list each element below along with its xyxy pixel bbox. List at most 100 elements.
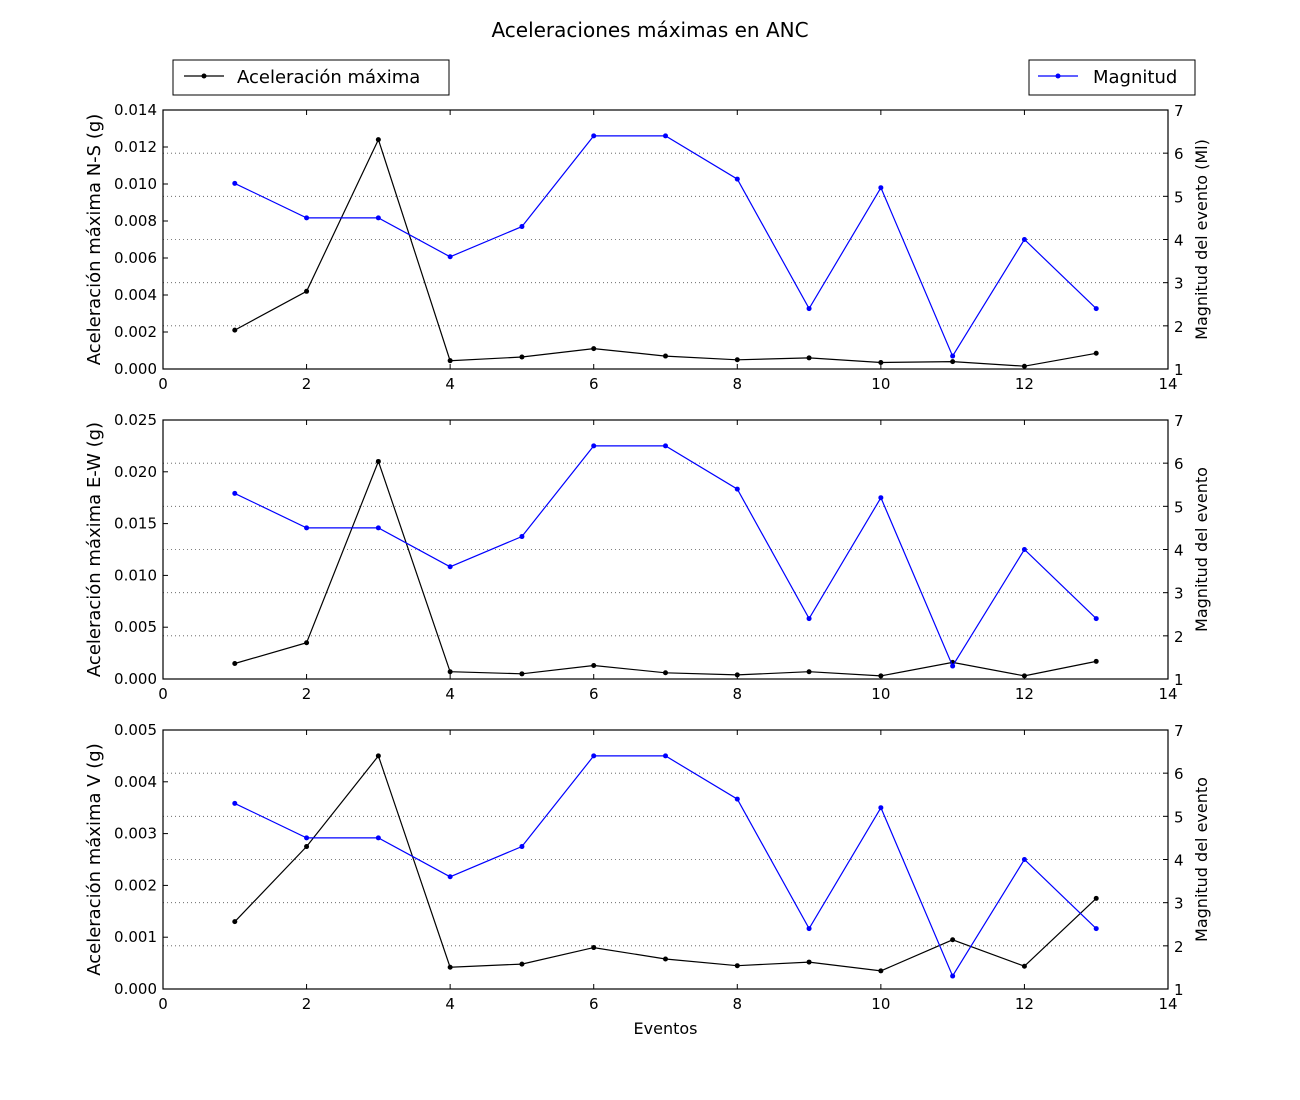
data-point-magnitude xyxy=(375,835,381,841)
x-tick-label: 4 xyxy=(445,375,455,393)
x-tick-label: 12 xyxy=(1015,375,1034,393)
y-tick-label-left: 0.005 xyxy=(114,618,157,636)
plot-frame xyxy=(162,109,1169,370)
x-tick-label: 6 xyxy=(589,685,599,703)
x-tick-label: 4 xyxy=(445,685,455,703)
data-point-accel xyxy=(591,945,597,951)
legend-magnitude: Magnitud xyxy=(1028,59,1196,96)
data-point-accel xyxy=(950,937,956,943)
legend-accel: Aceleración máxima xyxy=(172,59,450,96)
x-tick-label: 14 xyxy=(1158,685,1177,703)
data-point-accel xyxy=(734,672,740,678)
legend-accel-label: Aceleración máxima xyxy=(237,67,420,88)
data-point-accel xyxy=(1021,963,1027,969)
data-point-magnitude xyxy=(950,973,956,979)
y-tick-label-right: 5 xyxy=(1174,188,1184,206)
y-tick-label-right: 5 xyxy=(1174,808,1184,826)
data-point-magnitude xyxy=(663,133,668,139)
y-tick-label-left: 0.003 xyxy=(114,825,157,843)
y-tick-label-left: 0.004 xyxy=(114,286,157,304)
data-point-accel xyxy=(663,353,668,359)
data-point-accel xyxy=(663,956,668,962)
data-point-accel xyxy=(591,346,597,352)
y-tick-label-left: 0.025 xyxy=(114,411,157,429)
y-tick-label-right: 1 xyxy=(1174,981,1184,999)
y-tick-label-right: 7 xyxy=(1174,102,1184,120)
y-tick-label-left: 0.010 xyxy=(114,566,157,584)
x-tick-label: 12 xyxy=(1015,685,1034,703)
y-tick-label-left: 0.004 xyxy=(114,773,157,791)
y-tick-label-left: 0.008 xyxy=(114,212,157,230)
x-tick-label: 2 xyxy=(302,375,312,393)
plot-frame xyxy=(162,419,1169,680)
y-tick-label-right: 2 xyxy=(1174,318,1184,336)
data-point-magnitude xyxy=(447,564,453,570)
y-tick-label-right: 2 xyxy=(1174,938,1184,956)
data-point-magnitude xyxy=(663,443,668,449)
data-point-magnitude xyxy=(304,835,310,841)
data-point-accel xyxy=(950,359,956,365)
y-tick-label-left: 0.002 xyxy=(114,876,157,894)
x-tick-label: 6 xyxy=(589,375,599,393)
y-tick-label-right: 6 xyxy=(1174,145,1184,163)
data-point-magnitude xyxy=(806,926,812,932)
x-tick-label: 8 xyxy=(733,685,743,703)
y-tick-label-right: 1 xyxy=(1174,361,1184,379)
data-point-accel xyxy=(232,327,238,333)
y-axis-label-right: Magnitud del evento xyxy=(1192,467,1211,632)
x-tick-label: 10 xyxy=(871,995,890,1013)
legend-accel-box xyxy=(172,59,450,96)
data-point-magnitude xyxy=(1021,857,1027,862)
data-point-magnitude xyxy=(806,616,812,622)
data-point-accel xyxy=(878,673,884,679)
plot-frame xyxy=(162,729,1169,990)
y-tick-label-left: 0.002 xyxy=(114,323,157,341)
subplot-3: 0 2 4 6 8 10 12 140.0000.0010.0020.0030.0040.00… xyxy=(84,721,1211,1038)
y-tick-label-right: 3 xyxy=(1174,585,1184,603)
subplots: 0 2 4 6 8 10 12 140.0000.0020.0040.0060.0080.01… xyxy=(84,101,1211,1038)
y-tick-label-left: 0.000 xyxy=(114,980,157,998)
y-tick-label-right: 4 xyxy=(1174,232,1184,250)
x-tick-label: 6 xyxy=(589,995,599,1013)
x-tick-label: 14 xyxy=(1158,995,1177,1013)
data-point-accel xyxy=(1021,673,1027,679)
data-point-magnitude xyxy=(1093,926,1099,932)
data-point-accel xyxy=(663,670,668,676)
y-tick-label-left: 0.012 xyxy=(114,138,157,156)
data-point-magnitude xyxy=(950,663,956,669)
y-tick-label-right: 6 xyxy=(1174,455,1184,473)
legend-accel-marker xyxy=(201,73,207,79)
y-tick-label-right: 4 xyxy=(1174,542,1184,560)
legend-magnitude-label: Magnitud xyxy=(1093,67,1177,88)
x-tick-label: 0 xyxy=(158,685,168,703)
y-axis-label-left: Aceleración máxima E-W (g) xyxy=(84,422,105,677)
y-axis-label-left: Aceleración máxima N-S (g) xyxy=(84,114,105,366)
x-tick-label: 8 xyxy=(733,995,743,1013)
data-point-accel xyxy=(1093,895,1099,901)
data-point-accel xyxy=(591,663,597,669)
y-tick-label-left: 0.006 xyxy=(114,249,157,267)
x-tick-label: 0 xyxy=(158,375,168,393)
x-tick-label: 4 xyxy=(445,995,455,1013)
y-tick-label-right: 5 xyxy=(1174,498,1184,516)
x-tick-label: 8 xyxy=(733,375,743,393)
x-axis-label: Eventos xyxy=(634,1019,698,1038)
series-line-accel xyxy=(234,754,1097,972)
y-tick-label-left: 0.001 xyxy=(114,928,157,946)
x-tick-label: 2 xyxy=(302,685,312,703)
data-point-accel xyxy=(232,660,238,666)
data-point-magnitude xyxy=(447,254,453,260)
data-point-magnitude xyxy=(375,215,381,221)
data-point-accel xyxy=(519,671,525,677)
y-tick-label-left: 0.005 xyxy=(114,721,157,739)
series-line-magnitude xyxy=(234,445,1097,668)
data-point-magnitude xyxy=(519,844,525,850)
data-point-magnitude xyxy=(1021,547,1027,552)
series-line-magnitude xyxy=(234,755,1097,978)
data-point-magnitude xyxy=(663,753,668,759)
x-tick-label: 10 xyxy=(871,375,890,393)
data-point-magnitude xyxy=(1093,306,1099,312)
y-axis-label-right: Magnitud del evento xyxy=(1192,777,1211,942)
y-tick-label-right: 3 xyxy=(1174,275,1184,293)
